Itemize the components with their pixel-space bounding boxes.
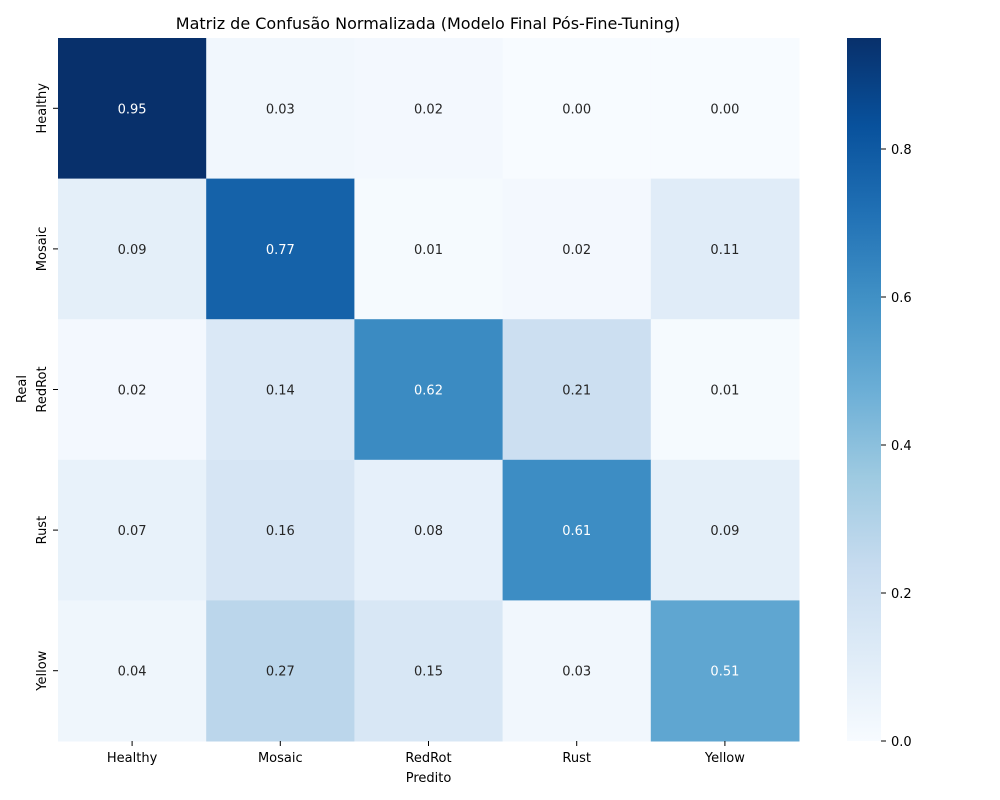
cell-value-label: 0.15 xyxy=(414,665,443,680)
heatmap-cell xyxy=(354,319,504,461)
colorbar-tick-label: 0.4 xyxy=(891,439,912,454)
y-axis-label: Real xyxy=(15,375,30,403)
colorbar xyxy=(847,38,881,741)
heatmap-cell xyxy=(354,38,504,180)
heatmap-cell xyxy=(354,459,504,601)
cell-value-label: 0.09 xyxy=(710,524,739,539)
cell-value-label: 0.01 xyxy=(710,384,739,399)
x-tick-label: RedRot xyxy=(405,751,451,766)
heatmap-cell xyxy=(502,319,652,461)
heatmap-cell xyxy=(502,38,652,180)
colorbar-tick-label: 0.2 xyxy=(891,587,912,602)
heatmap-cell xyxy=(58,600,207,742)
cell-value-label: 0.16 xyxy=(266,524,295,539)
heatmap-cell xyxy=(58,38,207,180)
cell-value-label: 0.00 xyxy=(710,102,739,117)
heatmap-cell xyxy=(206,178,355,320)
cell-value-label: 0.02 xyxy=(414,102,443,117)
heatmap-cells xyxy=(58,38,800,742)
y-tick-label: Healthy xyxy=(35,83,50,134)
heatmap-cell xyxy=(502,178,652,320)
cell-value-label: 0.02 xyxy=(562,243,591,258)
colorbar-tick-label: 0.0 xyxy=(891,735,912,750)
cell-value-label: 0.51 xyxy=(710,665,739,680)
y-tick-label: RedRot xyxy=(35,366,50,412)
cell-value-label: 0.04 xyxy=(118,665,147,680)
heatmap-cell xyxy=(58,178,207,320)
cell-value-label: 0.62 xyxy=(414,384,443,399)
heatmap-cell xyxy=(206,38,355,180)
y-tick-label: Rust xyxy=(35,516,50,545)
heatmap-cell xyxy=(650,38,800,180)
chart-title: Matriz de Confusão Normalizada (Modelo F… xyxy=(176,14,680,33)
heatmap-cell xyxy=(650,178,800,320)
colorbar-tick-label: 0.8 xyxy=(891,143,912,158)
heatmap-cell xyxy=(650,459,800,601)
cell-value-label: 0.27 xyxy=(266,665,295,680)
cell-value-label: 0.01 xyxy=(414,243,443,258)
heatmap-cell xyxy=(206,459,355,601)
x-tick-label: Yellow xyxy=(704,751,745,766)
heatmap-cell xyxy=(206,600,355,742)
colorbar-tick-label: 0.6 xyxy=(891,291,912,306)
y-tick-label: Yellow xyxy=(35,650,50,691)
y-tick-label: Mosaic xyxy=(35,227,50,272)
x-tick-label: Mosaic xyxy=(258,751,303,766)
cell-value-label: 0.21 xyxy=(562,384,591,399)
cell-value-label: 0.61 xyxy=(562,524,591,539)
heatmap-cell xyxy=(502,459,652,601)
colorbar-ticks: 0.0 0.2 0.4 0.6 0.8 xyxy=(881,143,912,750)
cell-value-label: 0.00 xyxy=(562,102,591,117)
cell-value-label: 0.77 xyxy=(266,243,295,258)
cell-value-label: 0.03 xyxy=(562,665,591,680)
x-tick-label: Healthy xyxy=(107,751,158,766)
heatmap-cell xyxy=(354,178,504,320)
cell-value-label: 0.03 xyxy=(266,102,295,117)
heatmap-cell xyxy=(58,319,207,461)
cell-value-label: 0.02 xyxy=(118,384,147,399)
cell-value-label: 0.08 xyxy=(414,524,443,539)
cell-value-label: 0.09 xyxy=(118,243,147,258)
heatmap-cell xyxy=(206,319,355,461)
x-axis-ticks: Healthy Mosaic RedRot Rust Yellow xyxy=(107,741,745,766)
heatmap-cell xyxy=(58,459,207,601)
heatmap-cell xyxy=(502,600,652,742)
y-axis-ticks: Healthy Mosaic RedRot Rust Yellow xyxy=(35,83,58,692)
cell-value-label: 0.07 xyxy=(118,524,147,539)
x-tick-label: Rust xyxy=(562,751,591,766)
cell-value-label: 0.11 xyxy=(710,243,739,258)
heatmap-cell xyxy=(354,600,504,742)
heatmap-cell xyxy=(650,600,800,742)
heatmap-cell xyxy=(650,319,800,461)
heatmap-cell-labels: 0.95 0.03 0.02 0.00 0.00 0.09 0.77 0.01 0.02 0.11… xyxy=(118,102,740,679)
cell-value-label: 0.14 xyxy=(266,384,295,399)
x-axis-label: Predito xyxy=(406,771,452,786)
cell-value-label: 0.95 xyxy=(118,102,147,117)
